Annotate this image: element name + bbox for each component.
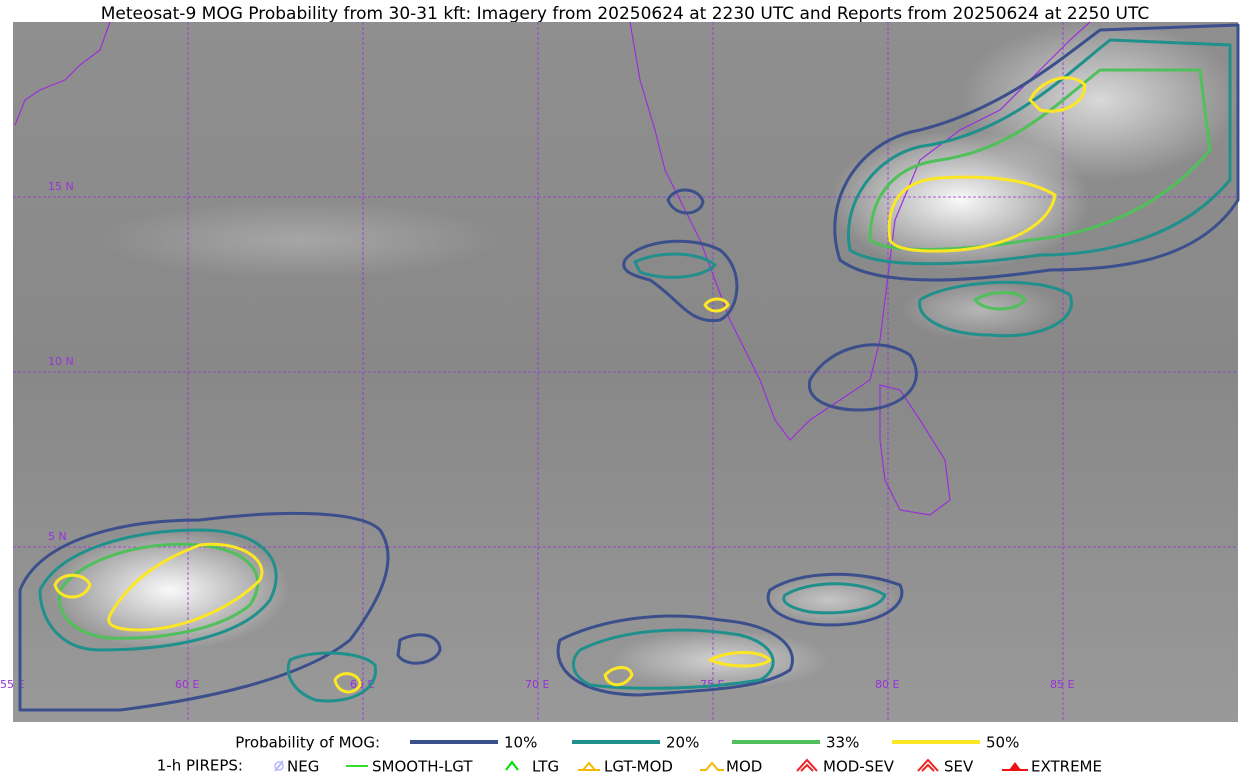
lat-label: 5 N — [48, 530, 67, 543]
legend-label: 33% — [826, 734, 859, 752]
legend-icon — [274, 761, 284, 771]
legend-icon — [274, 760, 284, 772]
legend-icon — [796, 758, 818, 772]
legend-icon — [505, 760, 519, 771]
legend-label: LGT-MOD — [604, 758, 673, 776]
legend-label: 20% — [666, 734, 699, 752]
legend-icon — [700, 761, 724, 771]
legend-icon — [578, 761, 600, 771]
legend-label: NEG — [287, 758, 319, 776]
legend-title: 1-h PIREPS: — [157, 757, 243, 775]
lat-label: 15 N — [48, 180, 74, 193]
contours — [18, 23, 1240, 712]
satellite-image — [13, 20, 1240, 722]
legend-label: 10% — [504, 734, 537, 752]
lon-label: 60 E — [175, 678, 199, 691]
legend-label: SEV — [944, 758, 974, 776]
legend-label: MOD-SEV — [823, 758, 895, 776]
legend: Probability of MOG: 1-h PIREPS: 10% 20% 33… — [157, 734, 1102, 776]
coastlines — [14, 21, 1091, 516]
lon-label: 80 E — [875, 678, 899, 691]
legend-label: EXTREME — [1031, 758, 1102, 776]
legend-icon — [917, 758, 939, 772]
legend-label: SMOOTH-LGT — [372, 758, 473, 776]
legend-icon — [1009, 762, 1021, 770]
legend-label: 50% — [986, 734, 1019, 752]
graticule: 15 N10 N5 N55 E 60 E 65 E 70 E 75 E 80 E 85 E — [0, 22, 1238, 722]
legend-label: MOD — [726, 758, 762, 776]
lon-label: 55 E — [0, 678, 24, 691]
lon-label: 70 E — [525, 678, 549, 691]
legend-title: Probability of MOG: — [235, 734, 380, 752]
title: Meteosat-9 MOG Probability from 30-31 kf… — [101, 4, 1150, 24]
lat-label: 10 N — [48, 355, 74, 368]
lon-label: 85 E — [1050, 678, 1074, 691]
legend-label: LTG — [532, 758, 559, 776]
